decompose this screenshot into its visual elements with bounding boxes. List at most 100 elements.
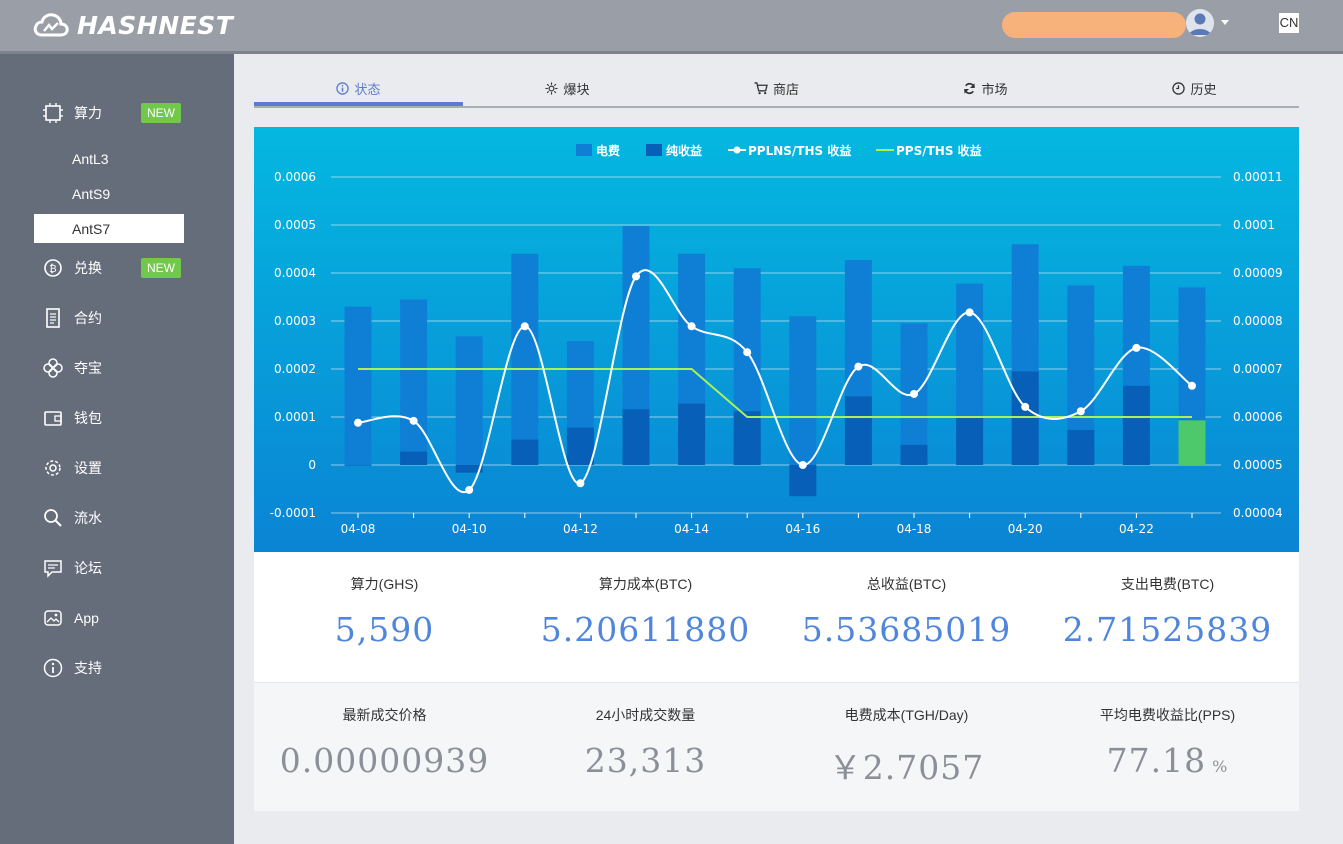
app-image-icon xyxy=(40,605,66,631)
bar-net-earnings xyxy=(900,444,928,465)
sidebar-item-support[interactable]: 支持 xyxy=(40,653,102,683)
bar-net-earnings xyxy=(1122,385,1150,465)
sidebar-item-settings[interactable]: 设置 xyxy=(40,453,102,483)
wallet-icon xyxy=(40,405,66,431)
pplns-point xyxy=(1132,343,1141,352)
sidebar-item-hashrate[interactable]: 算力 xyxy=(40,98,102,128)
stat-label: 24小时成交数量 xyxy=(595,707,696,723)
logo[interactable]: HASHNEST xyxy=(33,8,233,42)
info-circle-icon xyxy=(336,81,350,95)
sidebar-item-label: 钱包 xyxy=(74,411,102,427)
sidebar-item-wallet[interactable]: 钱包 xyxy=(40,403,102,433)
earnings-chart: 0.0006 0.00011 0.0005 0.0001 0.0004 0.00009 0.… xyxy=(254,127,1299,552)
y-left-tick-label: 0.0004 xyxy=(274,266,316,280)
chevron-down-icon[interactable] xyxy=(1221,20,1229,25)
y-right-tick-label: 0.00008 xyxy=(1233,314,1283,328)
y-right-tick-label: 0.00006 xyxy=(1233,410,1283,424)
legend-label[interactable]: 电费 xyxy=(596,143,620,158)
tab-label: 爆块 xyxy=(563,82,590,98)
pplns-point xyxy=(965,308,974,317)
stat-value: 5.20611880 xyxy=(540,610,751,649)
sidebar-item-label: 夺宝 xyxy=(74,361,102,377)
y-left-tick-label: 0.0002 xyxy=(274,362,316,376)
svg-text:₿: ₿ xyxy=(49,263,56,275)
sidebar-item-exchange[interactable]: ₿ 兑换 xyxy=(40,253,102,283)
stat-24h-volume: 24小时成交数量 23,313 xyxy=(515,705,776,780)
bar-net-earnings xyxy=(400,451,428,465)
user-avatar-icon[interactable] xyxy=(1186,9,1214,37)
pplns-point xyxy=(798,461,807,469)
bar-electricity xyxy=(789,316,817,465)
tab-label: 状态 xyxy=(354,82,381,98)
bar-net-earnings xyxy=(511,439,539,465)
legend-swatch[interactable] xyxy=(646,144,662,156)
stat-value: 2.71525839 xyxy=(1062,610,1273,649)
bar-net-earnings xyxy=(1011,371,1039,465)
bar-electricity xyxy=(400,299,428,465)
sidebar-item-transactions[interactable]: 流水 xyxy=(40,503,102,533)
stat-label: 最新成交价格 xyxy=(342,707,427,723)
bar-net-earnings xyxy=(455,465,483,473)
stats-market: 最新成交价格 0.00000939 24小时成交数量 23,313 电费成本(T… xyxy=(254,683,1299,811)
y-left-tick-label: 0.0001 xyxy=(274,410,316,424)
bar-net-earnings xyxy=(622,409,650,465)
y-right-tick-label: 0.00007 xyxy=(1233,362,1283,376)
pplns-point xyxy=(409,416,418,425)
sidebar-item-label: App xyxy=(74,610,99,626)
new-badge: NEW xyxy=(141,103,181,123)
y-right-tick-label: 0.00004 xyxy=(1233,506,1283,520)
bar-net-earnings xyxy=(678,403,706,465)
tab-history[interactable]: 历史 xyxy=(1090,70,1299,106)
x-tick-label: 04-08 xyxy=(341,522,376,536)
legend-label[interactable]: PPLNS/THS 收益 xyxy=(748,143,851,158)
stat-value: 5,590 xyxy=(334,610,435,649)
cloud-logo-icon xyxy=(33,13,69,37)
search-icon xyxy=(40,505,66,531)
stat-label: 支出电费(BTC) xyxy=(1120,576,1215,592)
clover-icon xyxy=(40,355,66,381)
info-icon xyxy=(40,655,66,681)
sidebar-item-app[interactable]: App xyxy=(40,603,99,633)
sidebar-sub-active-highlight xyxy=(34,214,184,243)
tab-store[interactable]: 商店 xyxy=(672,70,881,106)
sidebar-subitem-ants7[interactable]: AntS7 xyxy=(72,221,111,237)
language-switch[interactable]: CN xyxy=(1279,13,1299,33)
chip-icon xyxy=(40,100,66,126)
sidebar xyxy=(0,54,234,844)
stat-pps-ratio: 平均电费收益比(PPS) 77.18% xyxy=(1037,705,1298,780)
pplns-point xyxy=(1188,381,1196,390)
sidebar-item-label: 设置 xyxy=(74,461,102,477)
stat-value: 23,313 xyxy=(584,741,707,780)
stat-value: 5.53685019 xyxy=(801,610,1012,649)
bar-net-earnings xyxy=(844,396,872,465)
logo-text: HASHNEST xyxy=(77,10,234,40)
username-redacted[interactable] xyxy=(1002,12,1186,38)
tab-label: 商店 xyxy=(772,82,799,98)
legend-label[interactable]: 纯收益 xyxy=(666,143,702,158)
y-right-tick-label: 0.00009 xyxy=(1233,266,1283,280)
chart-svg: 0.0006 0.00011 0.0005 0.0001 0.0004 0.00009 0.… xyxy=(254,127,1299,552)
x-tick-label: 04-22 xyxy=(1119,522,1154,536)
sidebar-subitem-antl3[interactable]: AntL3 xyxy=(72,151,109,167)
tab-blocks[interactable]: 爆块 xyxy=(463,70,672,106)
sidebar-item-contract[interactable]: 合约 xyxy=(40,303,102,333)
sidebar-subitem-ants9[interactable]: AntS9 xyxy=(72,186,111,202)
sidebar-item-forum[interactable]: 论坛 xyxy=(40,553,102,583)
legend-swatch[interactable] xyxy=(576,144,592,156)
x-tick-label: 04-12 xyxy=(563,522,598,536)
contract-icon xyxy=(40,305,66,331)
bar-net-earnings xyxy=(956,417,984,465)
y-left-tick-label: 0.0003 xyxy=(274,314,316,328)
legend-label[interactable]: PPS/THS 收益 xyxy=(896,143,982,158)
clock-icon xyxy=(1172,81,1186,95)
bar-net-earnings xyxy=(1067,429,1095,465)
tab-status[interactable]: 状态 xyxy=(254,70,463,106)
sidebar-item-treasure[interactable]: 夺宝 xyxy=(40,353,102,383)
stat-label: 算力(GHS) xyxy=(350,576,419,592)
tab-label: 历史 xyxy=(1190,82,1217,98)
pplns-point xyxy=(910,389,918,398)
tab-market[interactable]: 市场 xyxy=(881,70,1090,106)
tab-label: 市场 xyxy=(981,82,1008,98)
sidebar-item-label: 算力 xyxy=(74,106,102,122)
bitcoin-exchange-icon: ₿ xyxy=(40,255,66,281)
